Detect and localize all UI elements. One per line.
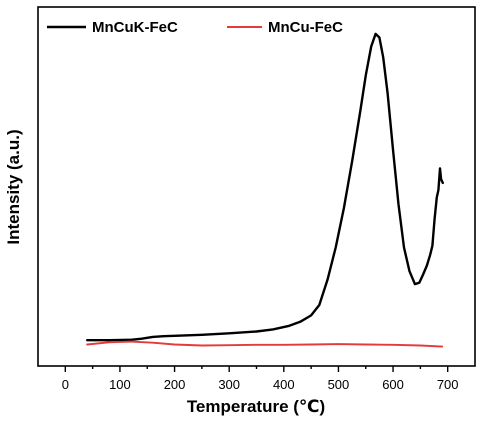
series-layer bbox=[86, 32, 444, 348]
x-tick-label: 700 bbox=[437, 377, 459, 392]
x-tick-label: 100 bbox=[109, 377, 131, 392]
series-line-mncuk-fec bbox=[86, 32, 444, 342]
y-axis-title: Intensity (a.u.) bbox=[4, 129, 23, 244]
x-tick-label: 0 bbox=[62, 377, 69, 392]
x-tick-label: 500 bbox=[328, 377, 350, 392]
x-axis-ticks: 0 100 200 300 400 500 600 700 bbox=[62, 366, 459, 392]
legend-label: MnCuK-FeC bbox=[92, 19, 178, 36]
x-axis-title: Temperature (℃) bbox=[187, 397, 325, 416]
legend: MnCuK-FeC MnCu-FeC bbox=[47, 19, 343, 36]
x-tick-label: 400 bbox=[273, 377, 295, 392]
x-tick-label: 200 bbox=[164, 377, 186, 392]
series-line-mncu-fec bbox=[86, 340, 444, 348]
plot-area-frame bbox=[37, 6, 476, 367]
x-tick-label: 600 bbox=[382, 377, 404, 392]
x-tick-label: 300 bbox=[218, 377, 240, 392]
legend-label: MnCu-FeC bbox=[268, 19, 343, 36]
